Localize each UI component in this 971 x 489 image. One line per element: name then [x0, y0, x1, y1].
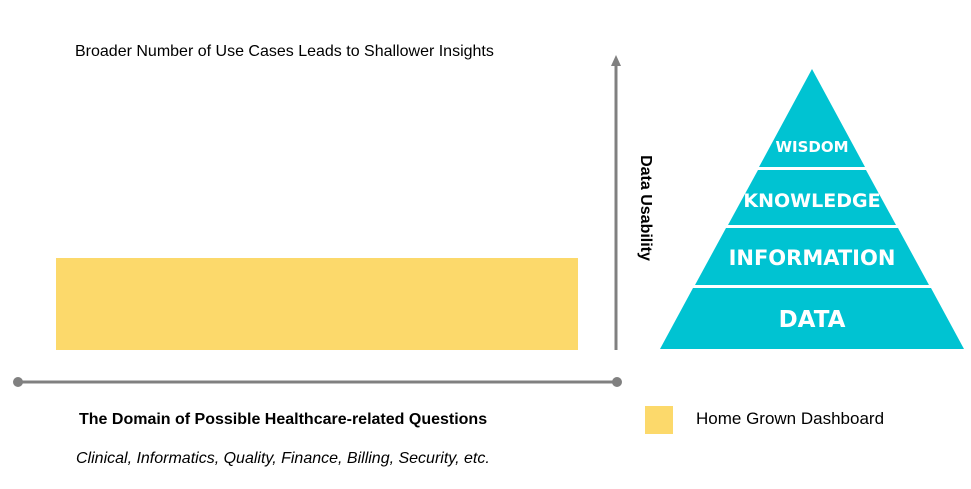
x-axis-left-dot [13, 377, 23, 387]
pyramid-label-data: DATA [779, 307, 846, 333]
legend-swatch [645, 406, 673, 434]
pyramid-tier-knowledge [728, 170, 896, 225]
dikw-pyramid: WISDOM KNOWLEDGE INFORMATION DATA [660, 69, 964, 349]
y-axis-arrow [611, 55, 621, 66]
home-grown-dashboard-bar [56, 258, 578, 350]
pyramid-label-knowledge: KNOWLEDGE [743, 190, 880, 212]
legend-label: Home Grown Dashboard [696, 409, 885, 428]
x-axis-subtitle: Clinical, Informatics, Quality, Finance,… [76, 450, 490, 467]
pyramid-tier-wisdom [759, 69, 865, 167]
pyramid-tier-data [660, 288, 964, 349]
pyramid-tier-information [695, 228, 929, 285]
x-axis-title: The Domain of Possible Healthcare-relate… [79, 411, 488, 428]
chart-title: Broader Number of Use Cases Leads to Sha… [75, 43, 494, 60]
pyramid-label-information: INFORMATION [729, 246, 896, 270]
pyramid-label-wisdom: WISDOM [775, 138, 848, 156]
y-axis-label: Data Usability [637, 155, 654, 261]
x-axis-right-dot [612, 377, 622, 387]
